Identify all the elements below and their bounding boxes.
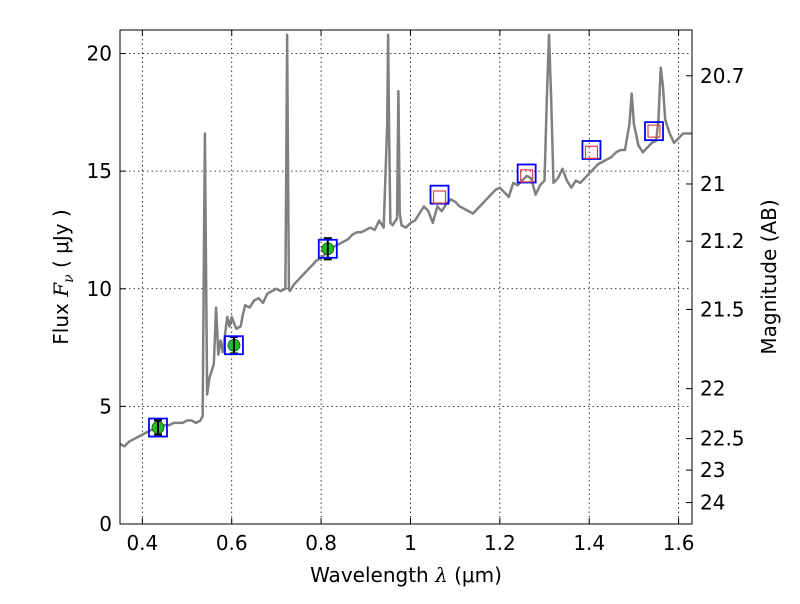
y2-tick-label: 21.5 (700, 297, 745, 321)
y2-tick-label: 24 (700, 491, 725, 515)
predicted-photometry-marker (584, 145, 599, 159)
x-tick-label: 1 (404, 531, 417, 555)
y-tick-label: 5 (99, 394, 112, 418)
model-photometry-marker (224, 335, 244, 356)
predicted-photometry-marker (520, 169, 534, 183)
model-photometry-marker (516, 163, 537, 184)
y-tick-label: 0 (99, 512, 112, 536)
y2-tick-label: 21.2 (700, 229, 745, 253)
y2-tick-label: 21 (700, 172, 725, 196)
y-axis-label: Flux Fν ( μJy ) (49, 209, 77, 344)
sed-line (120, 33, 692, 448)
y-tick-label: 10 (87, 277, 112, 301)
y-tick-label: 15 (87, 159, 112, 183)
y-axis-label-prefix: Flux (49, 297, 73, 345)
y-tick-label: 20 (87, 42, 112, 66)
predicted-photometry-marker (432, 190, 447, 204)
x-tick-label: 1.4 (573, 531, 605, 555)
predicted-photometry-marker (647, 124, 661, 138)
ticks-layer: 0.4 0.6 0.8 1 1.2 1.4 1.6 0 5 10 15 20 20.7 21 21.2 21.… (87, 30, 745, 555)
x-axis-label-prefix: Wavelength (310, 563, 435, 587)
series-layer (120, 33, 692, 448)
model-photometry-marker (581, 140, 602, 160)
x-tick-label: 1.2 (484, 531, 516, 555)
y2-tick-label: 22 (700, 377, 725, 401)
x-axis-label-suffix: (μm) (448, 563, 502, 587)
x-tick-label: 1.6 (663, 531, 695, 555)
model-photometry-marker (148, 417, 168, 438)
y-axis-label-subscript: ν (61, 274, 77, 283)
x-tick-label: 0.8 (305, 531, 337, 555)
model-photometry-marker (429, 184, 450, 205)
model-photometry-marker (317, 238, 338, 259)
y2-tick-label: 22.5 (700, 427, 745, 451)
y-axis-label-suffix: ( μJy ) (49, 209, 73, 274)
y2-tick-label: 20.7 (700, 64, 745, 88)
y2-axis-label: Magnitude (AB) (757, 199, 781, 354)
x-axis-label-symbol: λ (434, 563, 448, 587)
x-tick-label: 0.6 (216, 531, 248, 555)
model-photometry-marker (644, 121, 664, 142)
y2-tick-label: 23 (700, 458, 725, 482)
plot-frame (119, 29, 693, 525)
y-axis-label-symbol: F (49, 282, 73, 298)
x-tick-label: 0.4 (126, 531, 158, 555)
x-axis-label: Wavelength λ (μm) (310, 563, 502, 587)
